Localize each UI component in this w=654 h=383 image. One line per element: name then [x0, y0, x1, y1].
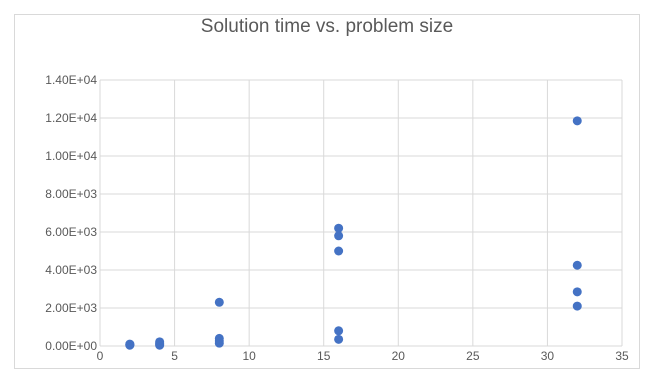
x-tick-label: 25 — [466, 349, 480, 363]
y-tick-label: 1.40E+04 — [45, 73, 97, 87]
data-point — [572, 301, 582, 311]
data-point — [572, 116, 582, 126]
chart-area — [14, 14, 640, 369]
x-tick-label: 15 — [317, 349, 331, 363]
x-tick-label: 5 — [171, 349, 178, 363]
y-tick-label: 1.20E+04 — [45, 111, 97, 125]
data-point — [214, 297, 224, 307]
y-axis-tick-labels: 0.00E+00 2.00E+03 4.00E+03 6.00E+03 8.00E+03… — [45, 73, 97, 353]
y-tick-label: 6.00E+03 — [45, 225, 97, 239]
data-point — [572, 287, 582, 297]
y-tick-label: 0.00E+00 — [45, 339, 97, 353]
y-tick-label: 2.00E+03 — [45, 301, 97, 315]
x-axis-tick-labels: 0 5 10 15 20 25 30 35 — [97, 349, 629, 363]
x-tick-label: 30 — [541, 349, 555, 363]
data-point — [334, 223, 344, 233]
data-point — [334, 326, 344, 336]
y-tick-label: 1.00E+04 — [45, 149, 97, 163]
data-point — [155, 337, 165, 347]
y-tick-label: 8.00E+03 — [45, 187, 97, 201]
data-points — [125, 116, 582, 350]
data-point — [214, 333, 224, 343]
x-tick-label: 10 — [242, 349, 256, 363]
data-point — [572, 260, 582, 270]
gridlines — [99, 79, 623, 347]
x-tick-label: 35 — [615, 349, 629, 363]
x-tick-label: 0 — [97, 349, 104, 363]
chart-title: Solution time vs. problem size — [200, 16, 454, 37]
data-point — [334, 231, 344, 241]
data-point — [334, 246, 344, 256]
y-tick-label: 4.00E+03 — [45, 263, 97, 277]
x-tick-label: 20 — [392, 349, 406, 363]
data-point — [125, 339, 135, 349]
data-point — [334, 334, 344, 344]
